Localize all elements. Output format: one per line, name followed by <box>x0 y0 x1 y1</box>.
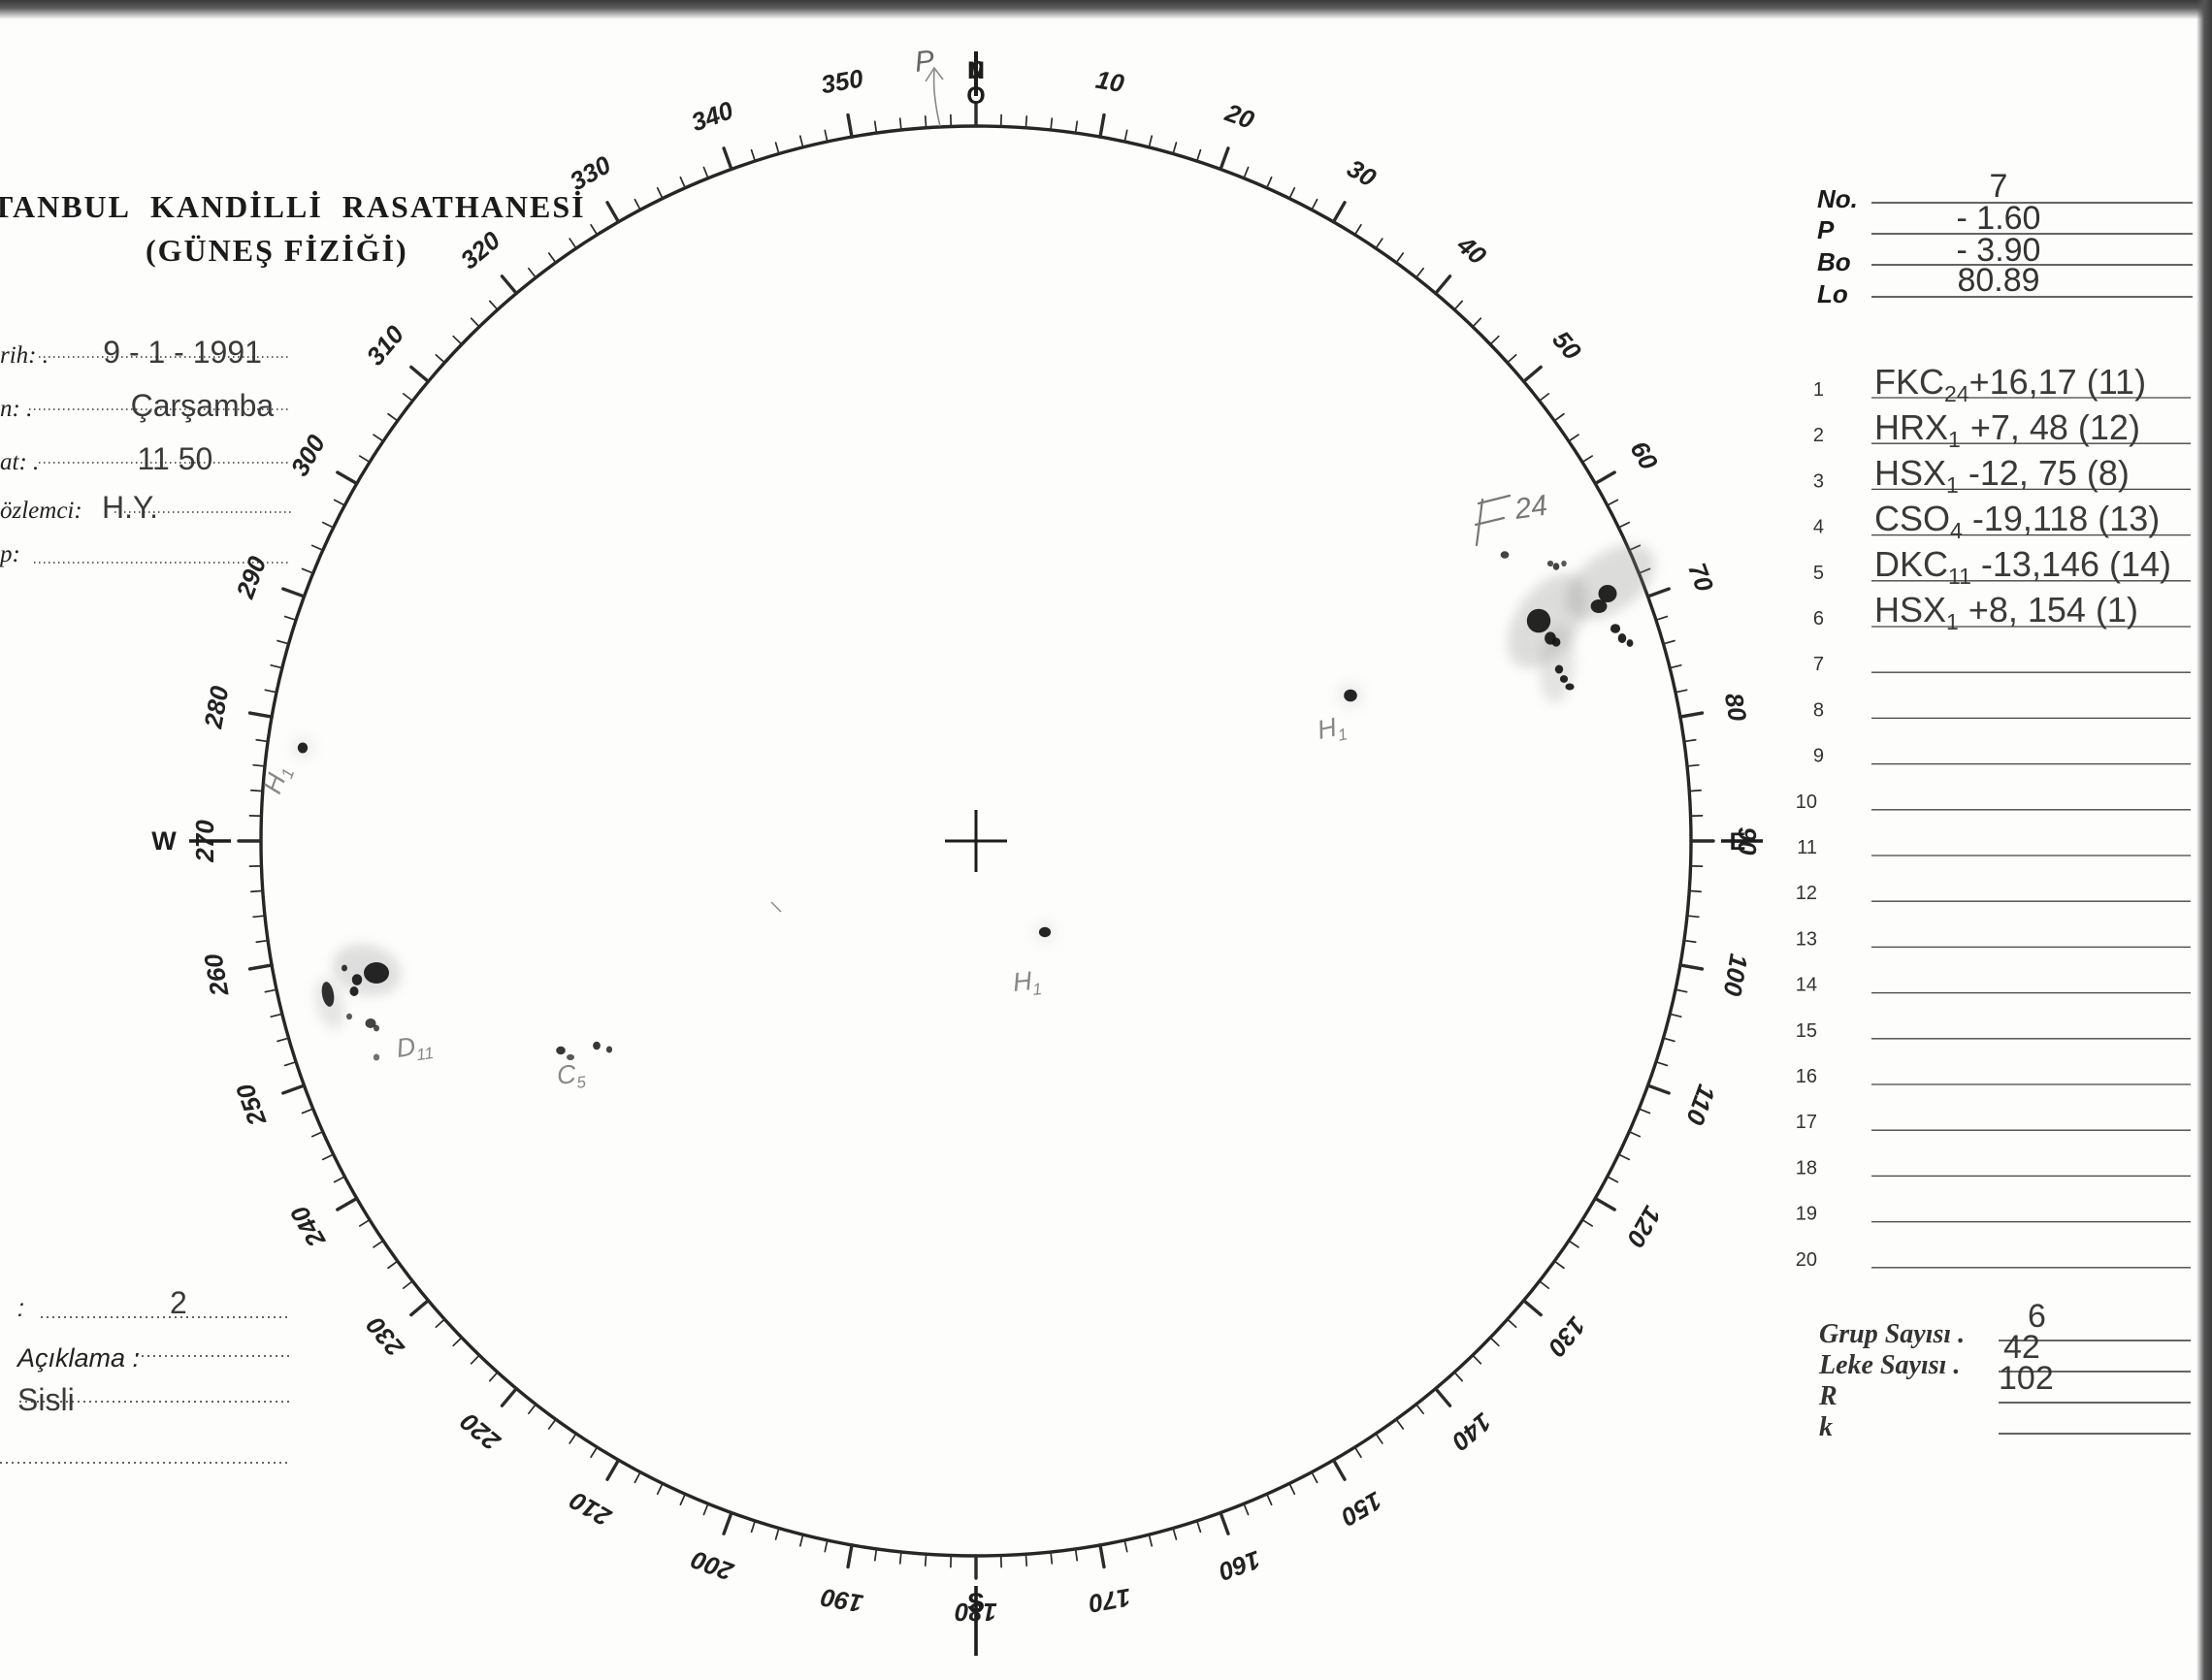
svg-text:N: N <box>967 57 985 84</box>
svg-text:W: W <box>151 826 177 856</box>
svg-text:S: S <box>967 1588 985 1617</box>
svg-text:E: E <box>1730 828 1746 856</box>
svg-text:P: P <box>913 45 935 79</box>
svg-text:O: O <box>966 82 985 110</box>
